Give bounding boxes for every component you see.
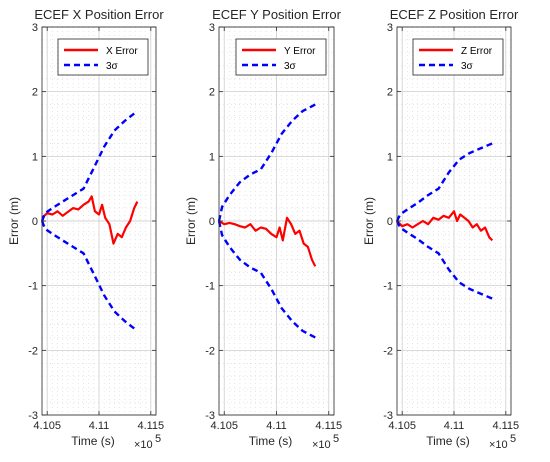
y-tick-label: -3 (28, 410, 38, 422)
y-tick-label: 2 (387, 87, 393, 99)
x-axis-label: Time (s) (71, 434, 115, 448)
legend-box (412, 38, 504, 76)
x-axis-label: Time (s) (426, 434, 470, 448)
legend-box (57, 38, 149, 76)
chart-title: ECEF Z Position Error (390, 7, 519, 22)
y-tick-label: -3 (383, 410, 393, 422)
y-axis-label: Error (m) (362, 197, 376, 245)
legend: X Error 3σ (57, 38, 149, 76)
subplot-2: -3 -2 -1 0 1 2 3 4.105 4.11 4.115 ECEF Y Position … (184, 7, 342, 451)
legend: Z Error 3σ (412, 38, 504, 76)
y-tick-label: -2 (28, 345, 38, 357)
y-tick-label: 1 (32, 151, 38, 163)
legend: Y Error 3σ (235, 38, 327, 76)
x-tick-label: 4.11 (444, 420, 465, 432)
chart-title: ECEF X Position Error (34, 7, 164, 22)
x-tick-label: 4.115 (137, 420, 164, 432)
y-tick-label: 3 (387, 22, 393, 34)
legend-label: X Error (106, 46, 138, 57)
y-tick-label: -1 (28, 281, 38, 293)
chart-title: ECEF Y Position Error (212, 7, 342, 22)
series-line-sigma-upper (217, 103, 316, 222)
x-tick-label: 4.115 (315, 420, 342, 432)
y-tick-label: 1 (387, 151, 393, 163)
x-tick-label: 4.105 (210, 420, 238, 432)
y-axis-label: Error (m) (184, 197, 198, 245)
series-line-error (396, 210, 494, 242)
y-tick-label: 2 (209, 87, 215, 99)
y-tick-label: 1 (209, 151, 215, 163)
series-line-error (41, 195, 139, 245)
y-tick-label: -1 (205, 281, 215, 293)
y-tick-label: 2 (32, 87, 38, 99)
x-tick-label: 4.105 (388, 420, 416, 432)
legend-box (235, 38, 327, 76)
x-axis-label: Time (s) (249, 434, 293, 448)
legend-label: Z Error (461, 46, 493, 57)
y-tick-label: 3 (32, 22, 38, 34)
x-tick-label: 4.11 (266, 420, 287, 432)
y-tick-label: -2 (205, 345, 215, 357)
subplot-1: -3 -2 -1 0 1 2 3 4.105 4.11 4.115 ECEF X Position … (7, 7, 164, 451)
major-grid (397, 26, 511, 416)
legend-label: 3σ (461, 61, 474, 72)
series-line-sigma-lower (395, 220, 493, 300)
series-line-error (218, 216, 317, 267)
y-tick-label: 3 (209, 22, 215, 34)
y-axis-label: Error (m) (7, 197, 21, 245)
series-line-sigma-upper (40, 110, 139, 222)
legend-label: Y Error (284, 46, 316, 57)
x-tick-label: 4.11 (89, 420, 110, 432)
y-tick-label: 0 (209, 216, 215, 228)
legend-label: 3σ (106, 61, 119, 72)
x-exponent-power: 5 (333, 433, 339, 445)
legend-label: 3σ (284, 61, 297, 72)
y-tick-label: -1 (383, 281, 393, 293)
y-tick-label: 0 (387, 216, 393, 228)
y-tick-label: 0 (32, 216, 38, 228)
series-line-sigma-lower (217, 220, 316, 339)
y-tick-label: -2 (383, 345, 393, 357)
x-tick-label: 4.115 (492, 420, 519, 432)
series-line-sigma-upper (395, 142, 493, 222)
x-exponent-base: ×10 (489, 439, 508, 451)
x-exponent-power: 5 (510, 433, 516, 445)
series-line-sigma-lower (40, 220, 139, 332)
x-tick-label: 4.105 (33, 420, 61, 432)
x-exponent-base: ×10 (134, 439, 153, 451)
x-exponent-base: ×10 (312, 439, 331, 451)
y-tick-label: -3 (205, 410, 215, 422)
subplot-3: -3 -2 -1 0 1 2 3 4.105 4.11 4.115 ECEF Z Position … (362, 7, 519, 451)
x-exponent-power: 5 (155, 433, 161, 445)
